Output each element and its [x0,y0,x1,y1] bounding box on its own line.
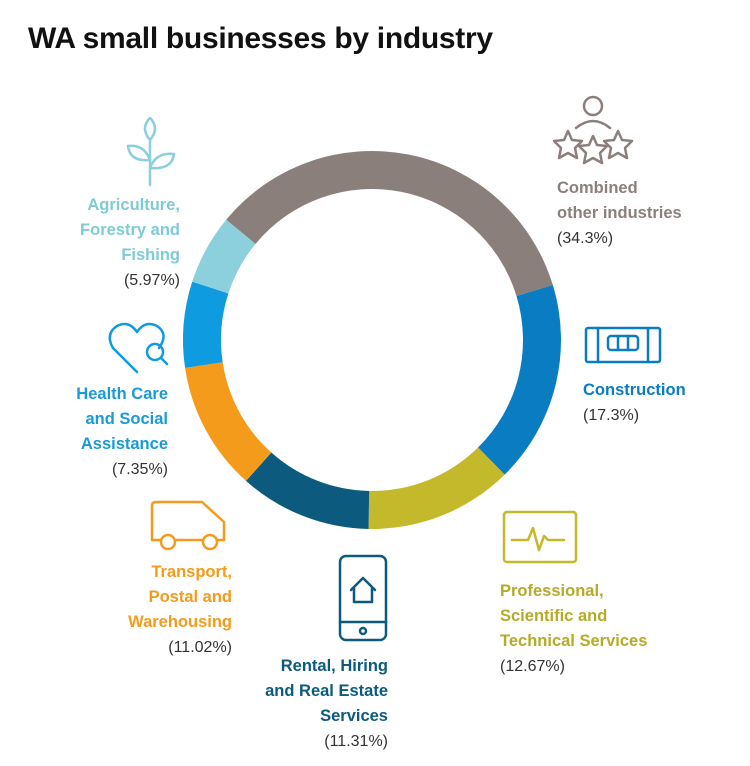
segment-label: Professional, Scientific and Technical Ser… [500,579,647,679]
segment-label: Rental, Hiring and Real Estate Services (11… [265,654,388,754]
category-label: Health Care [76,385,168,403]
category-label: Postal and [148,588,232,606]
value-label: (11.02%) [168,639,232,656]
category-label: and Social [85,410,168,428]
donut-segment [246,452,370,529]
category-label: Rental, Hiring [280,657,388,675]
icon-agriculture [126,116,176,187]
category-label: and Real Estate [265,682,388,700]
category-label: Technical Services [500,632,648,650]
icon-rental [338,554,388,642]
segment-label: Health Care and Social Assistance (7.35%) [76,382,168,482]
segment-label: Transport, Postal and Warehousing (11.02%) [128,560,232,660]
category-label: other industries [557,204,682,222]
category-label: Scientific and [500,607,608,625]
category-label: Agriculture, [87,196,180,214]
value-label: (17.3%) [583,407,640,424]
segment-label: Construction (17.3%) [583,378,686,428]
donut-segment [368,447,505,529]
category-label: Forestry and [80,221,180,239]
icon-construction [584,326,662,364]
category-label: Fishing [121,246,180,264]
donut-segment [478,284,561,475]
donut-segment [182,281,229,368]
donut-segment [185,362,272,481]
category-label: Construction [583,381,686,399]
chart-title: WA small businesses by industry [28,22,493,55]
icon-professional [502,510,578,564]
value-label: (7.35%) [111,461,168,478]
category-label: Services [320,707,388,725]
icon-other [552,95,634,165]
value-label: (5.97%) [123,272,180,289]
value-label: (12.67%) [500,658,565,675]
category-label: Transport, [151,563,232,581]
category-label: Warehousing [128,613,232,631]
value-label: (11.31%) [324,733,388,750]
segment-label: Combined other industries (34.3%) [557,176,682,251]
category-label: Combined [557,179,638,197]
category-label: Assistance [80,435,168,453]
donut-segment [226,151,553,297]
segment-label: Agriculture, Forestry and Fishing (5.97%) [80,193,180,293]
category-label: Professional, [500,582,604,600]
value-label: (34.3%) [557,230,614,247]
icon-health [108,322,169,374]
donut-segment [192,219,256,294]
icon-transport [150,500,226,551]
